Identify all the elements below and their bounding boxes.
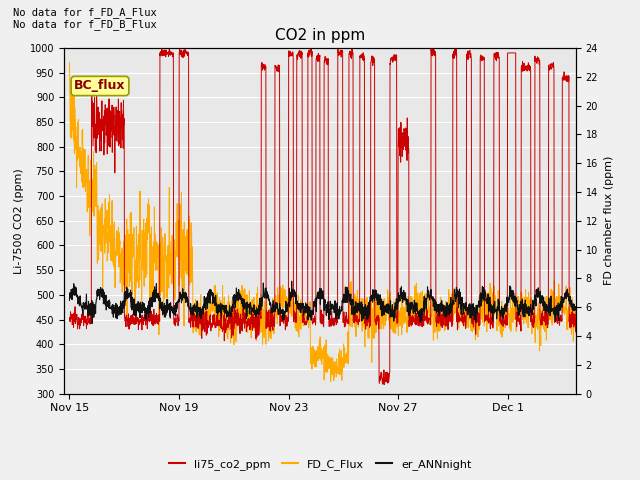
Text: No data for f_FD_B_Flux: No data for f_FD_B_Flux [13, 19, 157, 30]
Text: BC_flux: BC_flux [74, 80, 125, 93]
Text: No data for f_FD_A_Flux: No data for f_FD_A_Flux [13, 7, 157, 18]
Title: CO2 in ppm: CO2 in ppm [275, 28, 365, 43]
Y-axis label: FD chamber flux (ppm): FD chamber flux (ppm) [604, 156, 614, 286]
Legend: li75_co2_ppm, FD_C_Flux, er_ANNnight: li75_co2_ppm, FD_C_Flux, er_ANNnight [164, 455, 476, 474]
Y-axis label: Li-7500 CO2 (ppm): Li-7500 CO2 (ppm) [14, 168, 24, 274]
